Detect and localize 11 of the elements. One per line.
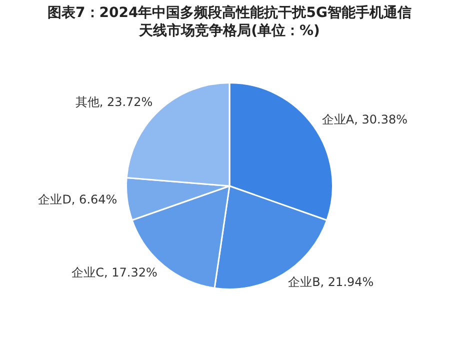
data-label: , 21.94% <box>320 275 374 290</box>
slice-label: 企业C <box>72 265 104 280</box>
data-label: , 23.72% <box>99 94 153 109</box>
data-label: , 17.32% <box>104 265 158 280</box>
slice-label: 其他 <box>75 94 100 109</box>
data-label: , 30.38% <box>354 112 408 127</box>
slice-label: 企业D <box>38 192 72 207</box>
slice-label: 企业A <box>322 112 355 127</box>
slice-label: 企业B <box>288 275 320 290</box>
chart-title: 图表7：2024年中国多频段高性能抗干扰5G智能手机通信天线市场竞争格局(单位：%) <box>46 4 412 41</box>
data-label: , 6.64% <box>71 192 118 207</box>
